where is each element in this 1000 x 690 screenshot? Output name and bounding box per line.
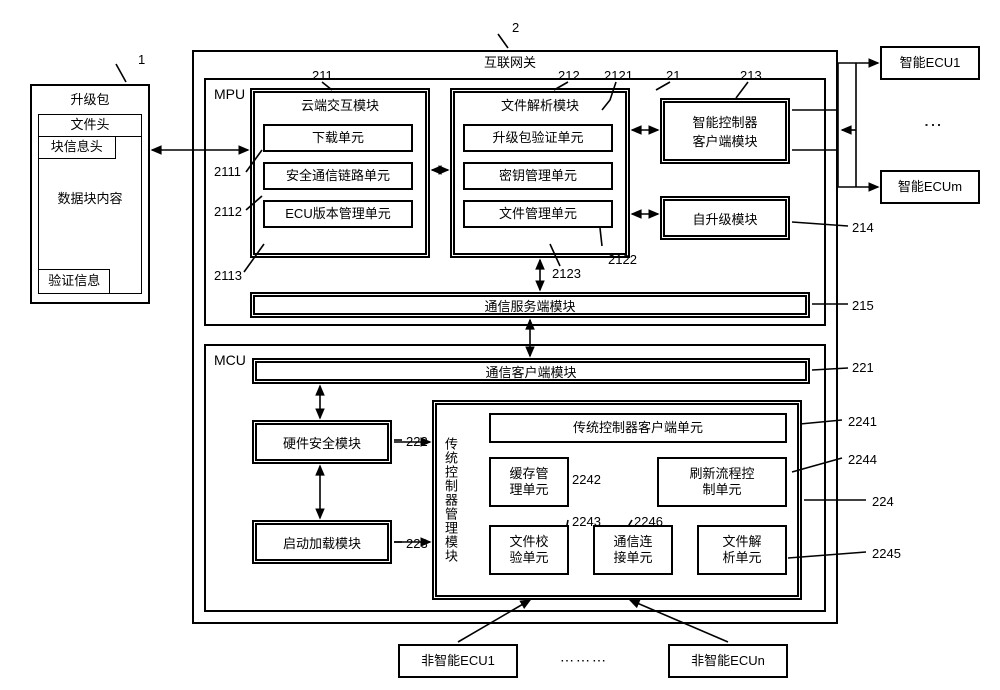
num-213: 213 (738, 68, 764, 83)
file-parse-title: 文件解析模块 (501, 95, 579, 114)
hw-security-module: 硬件安全模块 (252, 420, 392, 464)
block-info-header-cell: 块信息头 (39, 137, 116, 159)
comm-client-module: 通信客户端模块 (252, 358, 810, 384)
num-222: 222 (404, 434, 430, 449)
num-2113: 2113 (212, 268, 244, 283)
cache-mgmt-unit: 缓存管理单元 (489, 457, 569, 507)
file-header-cell: 文件头 (39, 115, 141, 137)
num-2244: 2244 (846, 452, 879, 467)
cloud-interact-title: 云端交互模块 (301, 95, 379, 114)
dots-horizontal: ⋯⋯⋯ (558, 652, 610, 669)
num-221: 221 (850, 360, 876, 375)
cloud-interact-module: 云端交互模块 下载单元 安全通信链路单元 ECU版本管理单元 (250, 88, 430, 258)
trad-ctrl-mgr-module: 传统控制器管理模块 传统控制器客户端单元 缓存管理单元 刷新流程控制单元 文件校… (432, 400, 802, 600)
smart-ecu1-box: 智能ECU1 (880, 46, 980, 80)
download-unit: 下载单元 (263, 124, 413, 152)
comm-server-label: 通信服务端模块 (253, 295, 807, 315)
smart-ctrl-client-label: 智能控制器 客户端模块 (663, 101, 787, 161)
num-212: 212 (556, 68, 582, 83)
comm-conn-unit: 通信连接单元 (593, 525, 673, 575)
num-2111: 2111 (212, 164, 243, 179)
boot-load-label: 启动加载模块 (255, 523, 389, 561)
verify-info-cell: 验证信息 (39, 269, 110, 293)
num-21: 21 (664, 68, 682, 83)
smart-ecum-box: 智能ECUm (880, 170, 980, 204)
self-upgrade-label: 自升级模块 (663, 199, 787, 237)
num-215: 215 (850, 298, 876, 313)
upgrade-package-caption: 升级包 (38, 92, 142, 108)
num-211: 211 (310, 68, 335, 83)
trad-ctrl-client-unit: 传统控制器客户端单元 (489, 413, 787, 443)
nonsmart-ecu1-box: 非智能ECU1 (398, 644, 518, 678)
comm-client-label: 通信客户端模块 (255, 361, 807, 381)
file-parse-unit: 文件解析单元 (697, 525, 787, 575)
dots-vertical: ⋮ (920, 102, 946, 152)
num-2121: 2121 (602, 68, 635, 83)
num-224: 224 (870, 494, 896, 509)
file-mgmt-unit: 文件管理单元 (463, 200, 613, 228)
num-2: 2 (510, 20, 521, 35)
key-mgmt-unit: 密钥管理单元 (463, 162, 613, 190)
mpu-title: MPU (212, 86, 247, 102)
num-223: 223 (404, 536, 430, 551)
trad-ctrl-mgr-title: 传统控制器管理模块 (441, 415, 460, 585)
refresh-flow-unit: 刷新流程控制单元 (657, 457, 787, 507)
hw-security-label: 硬件安全模块 (255, 423, 389, 461)
file-check-unit: 文件校验单元 (489, 525, 569, 575)
num-2245: 2245 (870, 546, 903, 561)
data-block-content-cell: 数据块内容 (39, 159, 141, 239)
file-parse-module: 文件解析模块 升级包验证单元 密钥管理单元 文件管理单元 (450, 88, 630, 258)
secure-link-unit: 安全通信链路单元 (263, 162, 413, 190)
num-2123: 2123 (550, 266, 583, 281)
num-2112: 2112 (212, 204, 244, 219)
num-1: 1 (136, 52, 147, 67)
comm-server-module: 通信服务端模块 (250, 292, 810, 318)
num-2241: 2241 (846, 414, 879, 429)
mcu-title: MCU (212, 352, 248, 368)
nonsmart-ecun-box: 非智能ECUn (668, 644, 788, 678)
smart-ctrl-client-module: 智能控制器 客户端模块 (660, 98, 790, 164)
self-upgrade-module: 自升级模块 (660, 196, 790, 240)
diagram-canvas: 升级包 文件头 块信息头 数据块内容 验证信息 互联网关 MPU 云端交互模块 … (0, 0, 1000, 690)
upgrade-package-box: 升级包 文件头 块信息头 数据块内容 验证信息 (30, 84, 150, 304)
gateway-caption: 互联网关 (480, 52, 540, 71)
num-214: 214 (850, 220, 876, 235)
boot-load-module: 启动加载模块 (252, 520, 392, 564)
ecu-version-unit: ECU版本管理单元 (263, 200, 413, 228)
pkg-verify-unit: 升级包验证单元 (463, 124, 613, 152)
